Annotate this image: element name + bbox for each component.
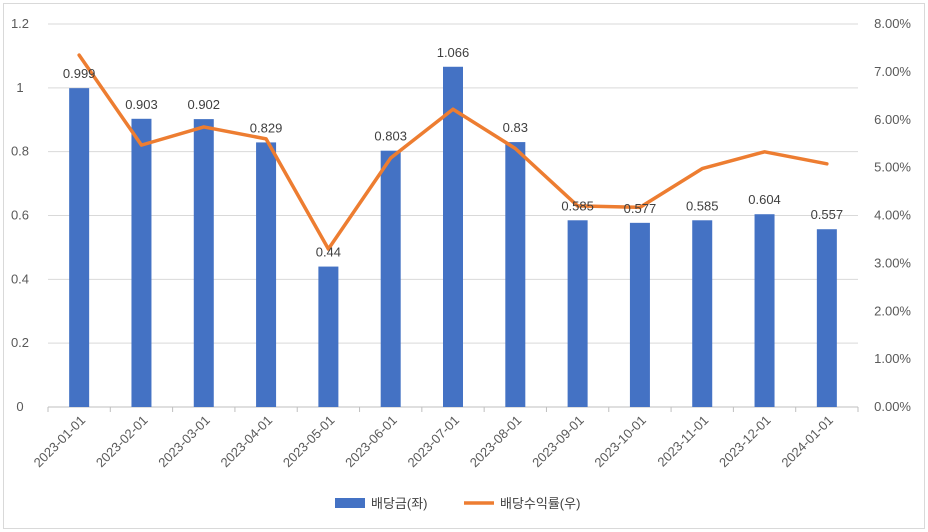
bar-data-label: 0.44 (316, 245, 341, 260)
bar-data-label: 0.577 (624, 201, 657, 216)
bar-data-label: 0.829 (250, 120, 283, 135)
bar-data-label: 0.557 (811, 207, 844, 222)
left-axis-tick-label: 0.6 (11, 208, 29, 223)
bar (505, 142, 526, 407)
right-axis-tick-label: 7.00% (874, 64, 911, 79)
bar-data-label: 0.999 (63, 66, 96, 81)
bar-data-label: 0.902 (187, 97, 220, 112)
right-axis-tick-label: 4.00% (874, 208, 911, 223)
right-axis-tick-label: 3.00% (874, 255, 911, 270)
right-axis-tick-label: 1.00% (874, 351, 911, 366)
x-axis-tick-label: 2023-06-01 (342, 413, 400, 471)
right-axis-tick-label: 2.00% (874, 303, 911, 318)
bar (629, 222, 650, 407)
left-axis-tick-label: 1 (16, 80, 23, 95)
bar (131, 118, 152, 407)
bar (380, 150, 401, 407)
x-axis-tick-label: 2023-07-01 (404, 413, 462, 471)
x-axis-tick-label: 2023-01-01 (31, 413, 89, 471)
x-axis-tick-label: 2023-05-01 (280, 413, 338, 471)
bar-data-label: 0.83 (503, 120, 528, 135)
bar (443, 66, 463, 407)
bar-data-label: 0.585 (686, 198, 719, 213)
x-axis-tick-label: 2023-10-01 (591, 413, 649, 471)
bar-data-label: 0.803 (374, 129, 407, 144)
legend-label-line: 배당수익률(우) (500, 496, 580, 511)
right-axis-tick-label: 5.00% (874, 160, 911, 175)
bar (567, 220, 588, 407)
bar-data-label: 1.066 (437, 45, 470, 60)
bar (754, 214, 775, 407)
x-axis-tick-label: 2023-12-01 (716, 413, 774, 471)
right-axis-tick-label: 6.00% (874, 112, 911, 127)
left-axis-tick-label: 0.8 (11, 144, 29, 159)
bar-data-label: 0.903 (125, 97, 158, 112)
x-axis-tick-label: 2023-08-01 (467, 413, 525, 471)
right-axis-tick-label: 0.00% (874, 399, 911, 414)
x-axis-tick-label: 2023-04-01 (218, 413, 276, 471)
x-axis-tick-label: 2023-02-01 (93, 413, 151, 471)
bar (692, 220, 713, 407)
legend-swatch-bar (335, 498, 365, 508)
x-axis-tick-label: 2024-01-01 (778, 413, 836, 471)
x-axis-tick-label: 2023-11-01 (654, 413, 711, 470)
bar (69, 88, 90, 407)
left-axis-tick-label: 0.2 (11, 335, 29, 350)
left-axis-tick-label: 1.2 (11, 16, 29, 31)
line-series (77, 53, 829, 251)
left-axis-tick-label: 0.4 (11, 271, 29, 286)
bar (816, 229, 837, 407)
x-axis-tick-label: 2023-03-01 (155, 413, 213, 471)
bar (318, 266, 339, 407)
x-axis-tick-label: 2023-09-01 (529, 413, 587, 471)
bar (256, 142, 277, 407)
right-axis-tick-label: 8.00% (874, 16, 911, 31)
legend-label-bar: 배당금(좌) (371, 496, 428, 511)
bar-data-label: 0.585 (561, 198, 594, 213)
bar (193, 119, 214, 407)
bar-data-label: 0.604 (748, 192, 781, 207)
left-axis-tick-label: 0 (16, 399, 23, 414)
